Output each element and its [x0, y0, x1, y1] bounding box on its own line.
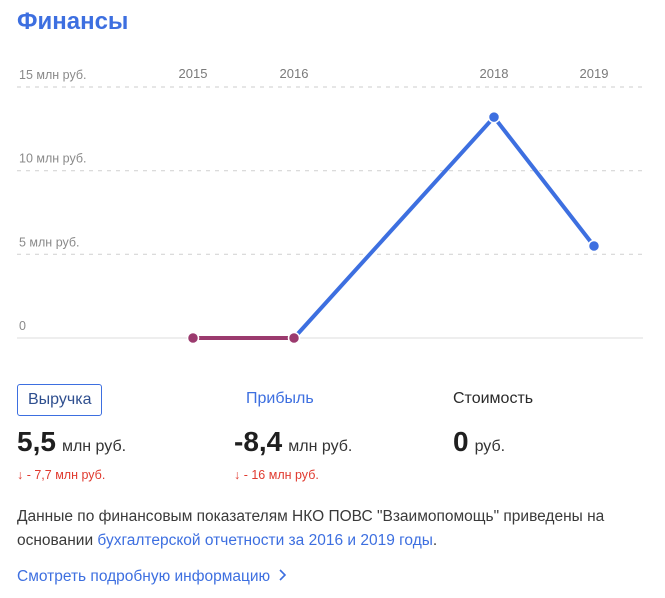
profit-unit: млн руб.	[288, 438, 353, 455]
note-end: .	[432, 532, 438, 549]
y-tick-label: 10 млн руб.	[19, 152, 86, 166]
x-tick-label: 2015	[179, 66, 208, 81]
y-tick-label: 5 млн руб.	[19, 235, 80, 249]
x-tick-label: 2018	[480, 66, 509, 81]
revenue-unit: млн руб.	[61, 438, 127, 455]
metric-profit[interactable]: Прибыль	[246, 384, 314, 416]
chart-lines	[191, 115, 596, 340]
cost-value: 0 руб.	[453, 426, 505, 458]
data-point	[186, 331, 200, 345]
revenue-value: 5,5 млн руб.	[17, 426, 126, 458]
tab-cost[interactable]: Стоимость	[453, 390, 534, 407]
data-point	[487, 110, 501, 124]
chart-points	[186, 110, 601, 345]
metric-revenue[interactable]: Выручка	[17, 384, 103, 416]
series-line	[292, 115, 596, 340]
tab-profit[interactable]: Прибыль	[246, 390, 314, 407]
cost-amount: 0	[453, 426, 469, 457]
cost-unit: руб.	[474, 438, 506, 455]
revenue-change: ↓ - 7,7 млн руб.	[17, 468, 106, 482]
metric-cost[interactable]: Стоимость	[453, 384, 533, 416]
note-text: Данные по финансовым показателям НКО ПОВ…	[17, 508, 605, 549]
revenue-amount: 5,5	[17, 426, 56, 457]
profit-value: -8,4 млн руб.	[234, 426, 352, 458]
chart-labels: 15 млн руб. 10 млн руб. 5 млн руб. 0 2015 201…	[19, 66, 608, 333]
chevron-right-icon	[278, 568, 287, 585]
data-point	[587, 239, 601, 253]
profit-change: ↓ - 16 млн руб.	[234, 468, 319, 482]
y-tick-label: 0	[19, 319, 26, 333]
profit-amount: -8,4	[234, 426, 283, 457]
chart-grid	[17, 86, 643, 339]
data-source-note: Данные по финансовым показателям НКО ПОВ…	[17, 505, 647, 553]
revenue-line-chart: 15 млн руб. 10 млн руб. 5 млн руб. 0 2015 201…	[17, 66, 643, 345]
x-tick-label: 2016	[280, 66, 309, 81]
section-title: Финансы	[17, 8, 129, 35]
x-tick-label: 2019	[580, 66, 609, 81]
more-info-link[interactable]: Смотреть подробную информацию	[17, 568, 287, 586]
accounting-report-link[interactable]: бухгалтерской отчетности за 2016 и 2019 …	[97, 532, 433, 549]
more-info-label[interactable]: Смотреть подробную информацию	[17, 568, 271, 585]
tab-revenue[interactable]: Выручка	[17, 384, 103, 416]
y-tick-label: 15 млн руб.	[19, 68, 86, 82]
data-point	[287, 331, 301, 345]
